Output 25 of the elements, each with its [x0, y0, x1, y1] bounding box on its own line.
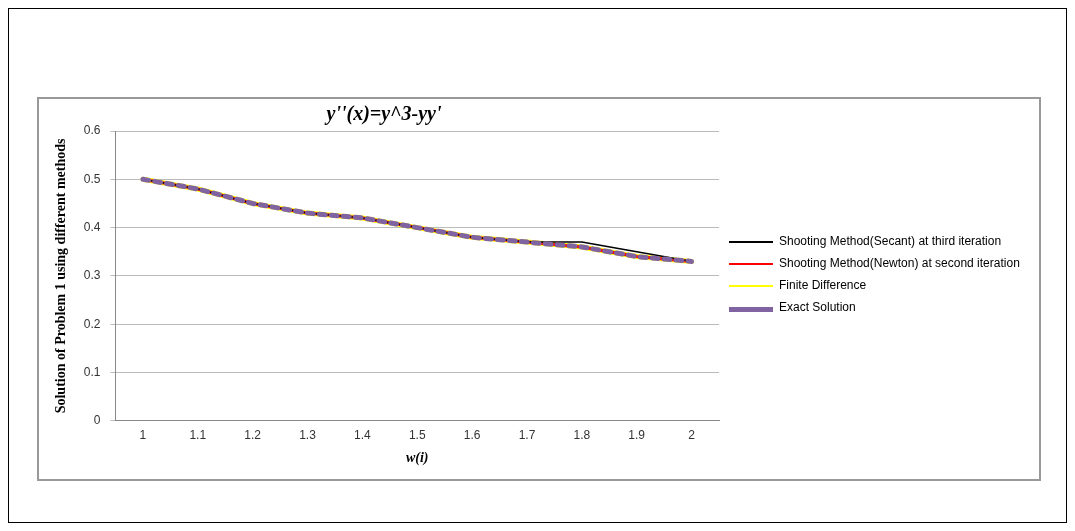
y-tick-label: 0.1: [83, 364, 101, 379]
y-tick-label: 0.2: [83, 316, 101, 331]
y-axis-title: Solution of Problem 1 using different methods: [53, 137, 69, 414]
x-tick-label: 2: [688, 428, 696, 443]
x-tick-label: 1.3: [299, 428, 317, 443]
x-axis-title: w(i): [405, 450, 429, 467]
y-tick-label: 0.4: [83, 219, 101, 234]
x-tick-label: 1: [139, 428, 147, 443]
x-tick-label: 1.4: [354, 428, 372, 443]
legend-label: Shooting Method(Secant) at third iteration: [779, 234, 1002, 248]
y-tick-label: 0.6: [83, 123, 101, 138]
x-tick-label: 1.6: [463, 428, 481, 443]
legend-label: Shooting Method(Newton) at second iteration: [779, 256, 1020, 270]
x-tick-label: 1.7: [518, 428, 536, 443]
x-tick-label: 1.2: [244, 428, 262, 443]
legend-label: Finite Difference: [779, 278, 867, 292]
legend-label: Exact Solution: [779, 300, 856, 314]
x-tick-label: 1.5: [408, 428, 426, 443]
y-tick-label: 0.3: [83, 268, 101, 283]
chart-title: y''(x)=y^3-yy': [324, 102, 442, 126]
y-tick-label: 0: [93, 413, 101, 428]
x-tick-label: 1.9: [628, 428, 646, 443]
y-tick-label: 0.5: [83, 171, 101, 186]
x-tick-label: 1.8: [573, 428, 591, 443]
x-tick-label: 1.1: [189, 428, 207, 443]
